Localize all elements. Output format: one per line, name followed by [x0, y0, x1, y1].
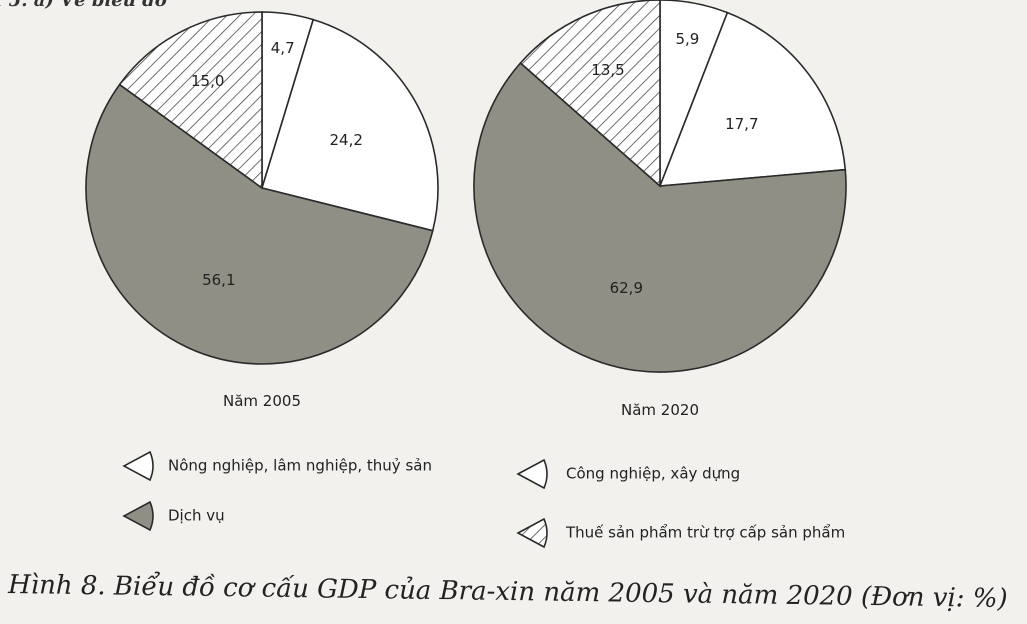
top-fragment-text: I 5. a) Vẽ biểu đồ — [0, 0, 168, 11]
data-label-taxes: 13,5 — [591, 61, 624, 79]
pie-slice-industry — [260, 18, 439, 232]
pie-slice-industry — [658, 11, 847, 187]
data-label-services: 62,9 — [610, 279, 643, 297]
pie-chart-2005: 4,7 24,2 56,1 15,0 — [85, 11, 439, 365]
data-label-industry: 24,2 — [329, 131, 362, 149]
triangle-white-icon — [516, 458, 548, 490]
data-label-agriculture: 5,9 — [675, 30, 699, 48]
data-label-taxes: 15,0 — [191, 72, 224, 90]
pie-chart-2020: 5,9 17,7 62,9 13,5 — [473, 0, 847, 373]
pie-title-2005: Năm 2005 — [223, 392, 301, 410]
data-label-agriculture: 4,7 — [271, 39, 295, 57]
figure-caption: Hình 8. Biểu đồ cơ cấu GDP của Bra-xin n… — [7, 569, 1008, 614]
pie-slice-taxes — [118, 11, 263, 190]
pie-slice-services — [473, 61, 847, 373]
legend-label-industry: Công nghiệp, xây dựng — [566, 465, 740, 483]
pie-slice-taxes — [519, 0, 661, 188]
legend-label-agriculture: Nông nghiệp, lâm nghiệp, thuỷ sản — [168, 457, 432, 475]
legend-label-taxes: Thuế sản phẩm trừ trợ cấp sản phẩm — [565, 524, 845, 542]
triangle-white-icon — [122, 450, 154, 482]
pie-slice-services — [85, 83, 434, 365]
triangle-hatched-icon — [516, 517, 548, 549]
legend: Nông nghiệp, lâm nghiệp, thuỷ sản Công ng… — [122, 450, 845, 549]
data-label-services: 56,1 — [202, 271, 235, 289]
pie-title-2020: Năm 2020 — [621, 401, 699, 419]
data-label-industry: 17,7 — [725, 115, 758, 133]
legend-label-services: Dịch vụ — [168, 507, 225, 525]
triangle-grey-icon — [122, 500, 154, 532]
